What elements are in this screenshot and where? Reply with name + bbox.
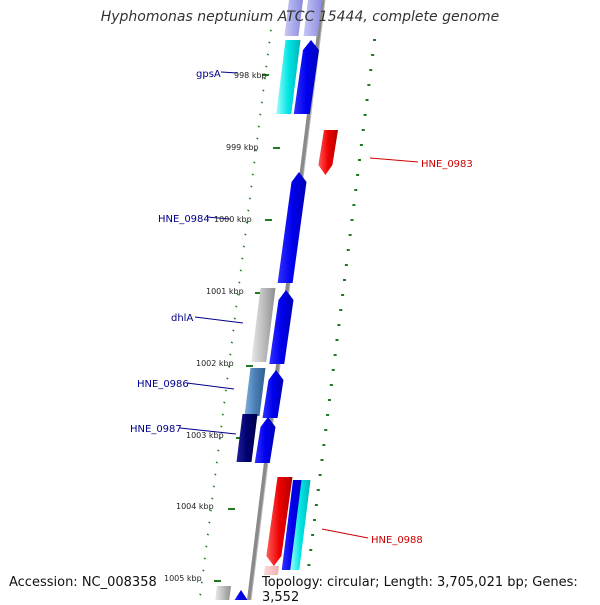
gene-label: HNE_0988: [371, 535, 423, 546]
gene-leader-line: [321, 528, 369, 539]
minor-tick: [214, 473, 217, 476]
gene-arrow: [276, 40, 301, 114]
minor-tick: [254, 149, 258, 152]
minor-tick: [241, 257, 244, 260]
gene-label: HNE_0987: [130, 424, 182, 435]
gene-features: [215, 0, 338, 600]
minor-tick: [236, 293, 240, 296]
gene-block: [303, 0, 322, 36]
gene-arrow: [269, 290, 294, 364]
minor-tick: [224, 389, 228, 392]
scale-label: 1001 kbp: [206, 287, 244, 296]
gene-leader-line: [220, 71, 239, 74]
minor-tick: [203, 557, 207, 560]
tick-marks: [199, 29, 376, 596]
minor-tick: [233, 317, 237, 320]
minor-tick: [217, 449, 220, 452]
scale-label: 1000 kbp: [214, 215, 252, 224]
gene-leader-line: [186, 382, 235, 390]
gene-label: dhlA: [171, 313, 193, 324]
minor-tick: [256, 137, 259, 140]
scale-label: 1003 kbp: [186, 431, 224, 440]
gene-label: HNE_0984: [158, 214, 210, 225]
minor-tick: [266, 53, 270, 56]
minor-tick: [248, 197, 252, 200]
minor-tick: [206, 533, 210, 536]
gene-block: [215, 586, 231, 600]
scale-label: 1002 kbp: [196, 359, 234, 368]
map-labels: 998 kbp 999 kbp 1000 kbp 1001 kbp 1002 kbp 10…: [130, 69, 473, 583]
minor-tick: [268, 41, 271, 44]
minor-tick: [200, 581, 204, 584]
gene-label: HNE_0986: [137, 379, 189, 390]
gene-leader-line: [179, 427, 237, 435]
minor-tick: [212, 485, 216, 488]
minor-tick: [223, 401, 226, 404]
gene-arrow: [254, 417, 276, 463]
minor-tick: [205, 545, 208, 548]
minor-tick: [220, 425, 223, 428]
minor-tick: [250, 185, 253, 188]
minor-tick: [265, 65, 268, 68]
minor-tick: [227, 365, 231, 368]
gene-leader-line: [194, 316, 244, 324]
minor-tick: [259, 113, 262, 116]
minor-tick: [257, 125, 261, 128]
gene-arrow: [290, 480, 311, 570]
gene-arrow: [293, 40, 319, 114]
minor-tick: [208, 521, 211, 524]
gene-arrow: [281, 480, 303, 570]
label-leaders: [179, 71, 419, 539]
gene-label: HNE_0983: [421, 159, 473, 170]
minor-tick: [199, 593, 202, 596]
minor-tick: [269, 29, 273, 32]
minor-tick: [238, 281, 241, 284]
minor-tick: [253, 161, 256, 164]
minor-tick: [209, 509, 213, 512]
minor-tick: [262, 89, 265, 92]
minor-tick: [260, 101, 264, 104]
gene-arrow: [262, 370, 284, 418]
gene-label: gpsA: [196, 69, 221, 80]
minor-tick: [232, 329, 235, 332]
gene-arrow: [277, 172, 307, 283]
minor-tick: [239, 269, 243, 272]
scale-label: 998 kbp: [234, 71, 267, 80]
scale-label: 999 kbp: [226, 143, 259, 152]
topology-text: Topology: circular; Length: 3,705,021 bp…: [260, 575, 600, 605]
minor-tick: [211, 497, 214, 500]
minor-tick: [247, 209, 250, 212]
gene-arrow: [266, 477, 293, 566]
minor-tick: [245, 221, 249, 224]
gene-arrow: [233, 590, 248, 600]
gene-block: [284, 0, 303, 36]
gene-arrow: [244, 368, 266, 416]
minor-tick: [244, 233, 247, 236]
gene-leader-line: [206, 216, 231, 220]
gene-arrow: [318, 130, 338, 175]
minor-tick: [202, 569, 205, 572]
scale-label: 1004 kbp: [176, 502, 214, 511]
minor-tick: [221, 413, 225, 416]
accession-text: Accession: NC_008358: [7, 575, 159, 590]
minor-tick: [229, 353, 232, 356]
minor-tick: [215, 461, 219, 464]
map-title: Hyphomonas neptunium ATCC 15444, complet…: [100, 9, 500, 25]
minor-tick: [263, 77, 267, 80]
gene-arrow: [251, 288, 276, 362]
minor-tick: [235, 305, 238, 308]
minor-tick: [242, 245, 246, 248]
minor-tick: [230, 341, 234, 344]
minor-tick: [226, 377, 229, 380]
gene-arrow: [236, 414, 258, 462]
minor-tick: [251, 173, 255, 176]
scale-label: 1005 kbp: [164, 574, 202, 583]
gene-leader-line: [369, 157, 419, 163]
minor-tick: [218, 437, 222, 440]
